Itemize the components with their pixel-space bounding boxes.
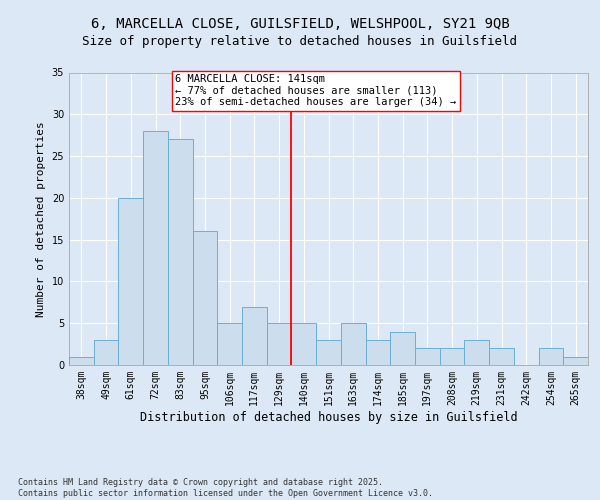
Bar bbox=[168, 140, 193, 365]
Bar bbox=[267, 323, 292, 365]
Bar bbox=[489, 348, 514, 365]
Bar bbox=[539, 348, 563, 365]
Y-axis label: Number of detached properties: Number of detached properties bbox=[36, 121, 46, 316]
Text: Contains HM Land Registry data © Crown copyright and database right 2025.
Contai: Contains HM Land Registry data © Crown c… bbox=[18, 478, 433, 498]
Bar bbox=[464, 340, 489, 365]
Bar bbox=[292, 323, 316, 365]
Bar bbox=[143, 131, 168, 365]
Bar bbox=[217, 323, 242, 365]
Bar bbox=[242, 306, 267, 365]
Text: 6 MARCELLA CLOSE: 141sqm
← 77% of detached houses are smaller (113)
23% of semi-: 6 MARCELLA CLOSE: 141sqm ← 77% of detach… bbox=[175, 74, 457, 108]
Bar bbox=[390, 332, 415, 365]
Bar bbox=[341, 323, 365, 365]
Bar bbox=[415, 348, 440, 365]
Bar bbox=[316, 340, 341, 365]
Bar bbox=[365, 340, 390, 365]
Bar bbox=[94, 340, 118, 365]
Bar bbox=[69, 356, 94, 365]
X-axis label: Distribution of detached houses by size in Guilsfield: Distribution of detached houses by size … bbox=[140, 410, 517, 424]
Bar bbox=[118, 198, 143, 365]
Bar bbox=[193, 232, 217, 365]
Text: 6, MARCELLA CLOSE, GUILSFIELD, WELSHPOOL, SY21 9QB: 6, MARCELLA CLOSE, GUILSFIELD, WELSHPOOL… bbox=[91, 18, 509, 32]
Text: Size of property relative to detached houses in Guilsfield: Size of property relative to detached ho… bbox=[83, 35, 517, 48]
Bar bbox=[563, 356, 588, 365]
Bar bbox=[440, 348, 464, 365]
